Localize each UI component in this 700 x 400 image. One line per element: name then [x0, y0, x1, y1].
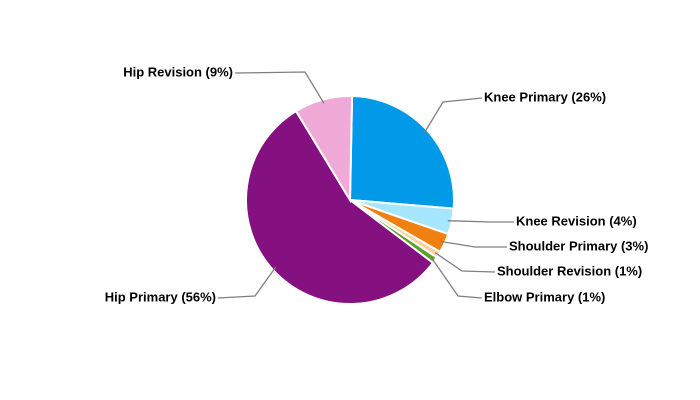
leader-line — [217, 266, 277, 299]
leader-line — [447, 220, 514, 223]
pie-slice — [348, 95, 455, 210]
pie-slice — [245, 109, 435, 305]
leader-line — [440, 240, 507, 248]
data-label: Knee Revision (4%) — [516, 213, 637, 228]
data-label: Elbow Primary (1%) — [484, 289, 605, 304]
data-label: Knee Primary (26%) — [484, 89, 606, 104]
leader-line — [234, 71, 325, 104]
data-label: Hip Primary (56%) — [105, 289, 216, 304]
leader-line — [423, 97, 483, 134]
pie-slice — [294, 95, 354, 204]
data-label: Shoulder Revision (1%) — [497, 263, 642, 278]
data-label: Shoulder Primary (3%) — [509, 238, 648, 253]
data-label: Hip Revision (9%) — [123, 64, 233, 79]
leader-line — [434, 252, 496, 273]
leader-line — [431, 257, 483, 299]
